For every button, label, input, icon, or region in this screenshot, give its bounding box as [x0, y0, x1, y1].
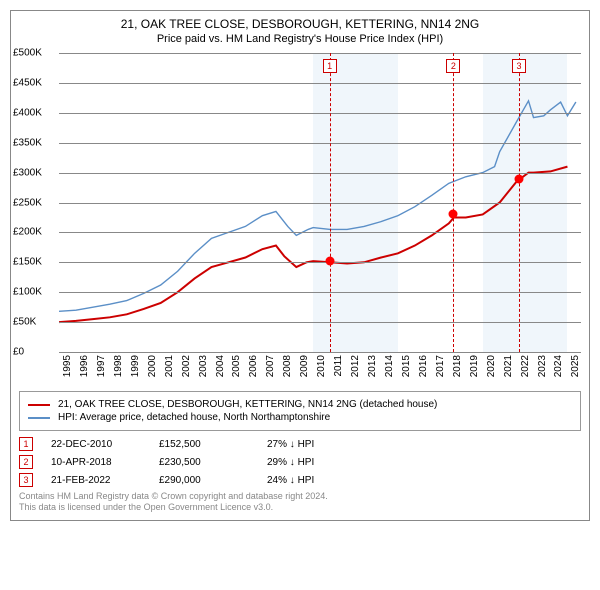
footer-line: This data is licensed under the Open Gov… — [19, 502, 581, 512]
sales-table: 1 22-DEC-2010 £152,500 27% ↓ HPI 2 10-AP… — [19, 437, 581, 487]
y-axis-label: £0 — [13, 347, 24, 358]
x-axis-label: 2002 — [181, 355, 192, 377]
x-axis-label: 1997 — [96, 355, 107, 377]
chart-container: 21, OAK TREE CLOSE, DESBOROUGH, KETTERIN… — [10, 10, 590, 521]
x-axis-label: 2010 — [316, 355, 327, 377]
x-axis-label: 2001 — [164, 355, 175, 377]
y-axis-label: £200K — [13, 227, 42, 238]
x-axis-label: 2015 — [401, 355, 412, 377]
x-axis-label: 2000 — [147, 355, 158, 377]
x-axis-label: 2003 — [198, 355, 209, 377]
x-axis-label: 2025 — [570, 355, 581, 377]
sale-price: £230,500 — [159, 457, 249, 468]
x-axis-label: 2020 — [486, 355, 497, 377]
x-axis-label: 1998 — [113, 355, 124, 377]
legend-swatch — [28, 404, 50, 406]
x-axis-label: 1996 — [79, 355, 90, 377]
x-axis-label: 1995 — [62, 355, 73, 377]
x-axis-label: 2008 — [282, 355, 293, 377]
sales-row: 1 22-DEC-2010 £152,500 27% ↓ HPI — [19, 437, 581, 451]
sale-delta: 24% ↓ HPI — [267, 475, 357, 486]
chart-legend: 21, OAK TREE CLOSE, DESBOROUGH, KETTERIN… — [19, 391, 581, 431]
legend-entry: 21, OAK TREE CLOSE, DESBOROUGH, KETTERIN… — [28, 399, 572, 410]
sale-date: 21-FEB-2022 — [51, 475, 141, 486]
x-axis-label: 2004 — [215, 355, 226, 377]
chart-marker-label: 3 — [512, 59, 526, 73]
chart-plot-area: £0£50K£100K£150K£200K£250K£300K£350K£400… — [59, 53, 581, 353]
y-axis-label: £400K — [13, 107, 42, 118]
legend-text: 21, OAK TREE CLOSE, DESBOROUGH, KETTERIN… — [58, 399, 437, 410]
sale-date: 10-APR-2018 — [51, 457, 141, 468]
x-axis-label: 2019 — [469, 355, 480, 377]
chart-marker-dot — [449, 210, 458, 219]
chart-marker-label: 1 — [323, 59, 337, 73]
sale-price: £290,000 — [159, 475, 249, 486]
y-axis-label: £100K — [13, 287, 42, 298]
chart-marker-dot — [325, 256, 334, 265]
y-axis-label: £350K — [13, 137, 42, 148]
legend-swatch — [28, 417, 50, 419]
sale-marker-icon: 2 — [19, 455, 33, 469]
x-axis-label: 2009 — [299, 355, 310, 377]
chart-footer: Contains HM Land Registry data © Crown c… — [19, 491, 581, 512]
x-axis-label: 2016 — [418, 355, 429, 377]
x-axis-label: 1999 — [130, 355, 141, 377]
x-axis-label: 2011 — [333, 355, 344, 377]
y-axis-label: £150K — [13, 257, 42, 268]
sale-marker-icon: 1 — [19, 437, 33, 451]
chart-marker-label: 2 — [446, 59, 460, 73]
sales-row: 2 10-APR-2018 £230,500 29% ↓ HPI — [19, 455, 581, 469]
chart-marker-dot — [514, 174, 523, 183]
x-axis-label: 2022 — [520, 355, 531, 377]
x-axis-label: 2021 — [503, 355, 514, 377]
chart-title: 21, OAK TREE CLOSE, DESBOROUGH, KETTERIN… — [11, 11, 589, 31]
x-axis-label: 2023 — [537, 355, 548, 377]
x-axis-label: 2018 — [452, 355, 463, 377]
x-axis-label: 2017 — [435, 355, 446, 377]
sale-date: 22-DEC-2010 — [51, 439, 141, 450]
sales-row: 3 21-FEB-2022 £290,000 24% ↓ HPI — [19, 473, 581, 487]
sale-marker-icon: 3 — [19, 473, 33, 487]
chart-subtitle: Price paid vs. HM Land Registry's House … — [11, 31, 589, 53]
x-axis-label: 2007 — [265, 355, 276, 377]
y-axis-label: £500K — [13, 48, 42, 59]
y-axis-label: £450K — [13, 77, 42, 88]
legend-text: HPI: Average price, detached house, Nort… — [58, 412, 330, 423]
x-axis-label: 2012 — [350, 355, 361, 377]
y-axis-label: £50K — [13, 317, 36, 328]
sale-delta: 27% ↓ HPI — [267, 439, 357, 450]
sale-price: £152,500 — [159, 439, 249, 450]
x-axis-label: 2014 — [384, 355, 395, 377]
chart-x-axis: 1995 1996 1997 1998 1999 2000 2001 2002 2003 2004… — [59, 353, 581, 387]
footer-line: Contains HM Land Registry data © Crown c… — [19, 491, 581, 501]
y-axis-label: £250K — [13, 197, 42, 208]
x-axis-label: 2005 — [231, 355, 242, 377]
x-axis-label: 2013 — [367, 355, 378, 377]
legend-entry: HPI: Average price, detached house, Nort… — [28, 412, 572, 423]
y-axis-label: £300K — [13, 167, 42, 178]
x-axis-label: 2024 — [553, 355, 564, 377]
x-axis-label: 2006 — [248, 355, 259, 377]
sale-delta: 29% ↓ HPI — [267, 457, 357, 468]
